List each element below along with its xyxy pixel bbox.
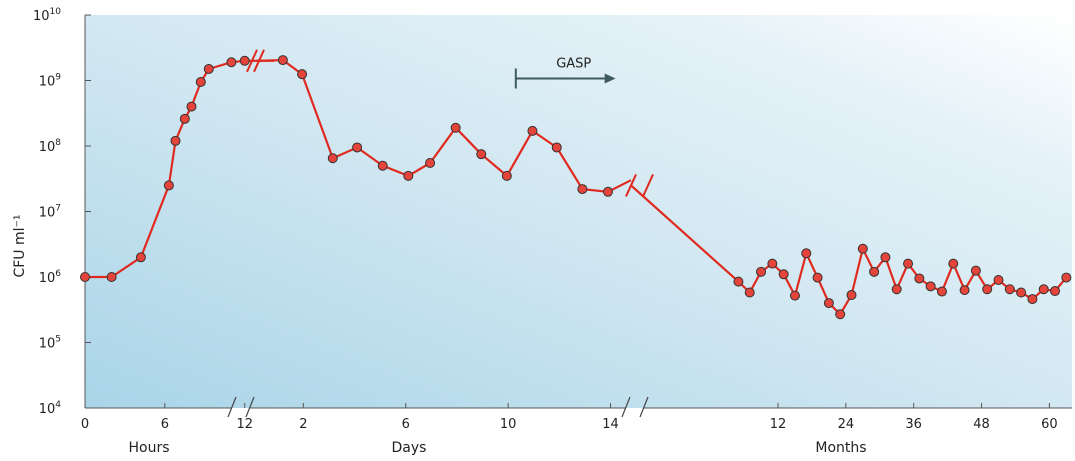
data-point (778, 269, 789, 280)
y-tick-label: 109 (39, 73, 62, 90)
x-tick-label: 12 (236, 417, 253, 432)
data-point (823, 298, 834, 309)
data-point (1027, 294, 1038, 305)
data-point (425, 158, 436, 169)
series-line-days (255, 59, 632, 193)
x-axis-break-mark (621, 396, 631, 418)
data-point (226, 57, 237, 68)
gasp-annotation: GASP (514, 57, 616, 89)
y-tick-labels: 104 105 106 107 108 109 1010 (33, 7, 61, 417)
data-point (186, 101, 197, 112)
y-tick-label: 105 (39, 335, 61, 352)
gasp-arrow-head (604, 73, 616, 84)
x-group-label-days: Days (392, 440, 427, 456)
x-tick-label: 14 (602, 417, 619, 432)
data-point (914, 273, 925, 284)
data-point (993, 274, 1004, 285)
data-point (577, 184, 588, 195)
x-tick-label: 6 (161, 417, 169, 432)
x-tick-label: 6 (402, 417, 410, 432)
data-point (801, 248, 812, 259)
series-break-mark (625, 174, 637, 197)
data-point (203, 63, 214, 74)
data-points (80, 55, 1072, 320)
data-point (948, 258, 959, 269)
data-point (789, 290, 800, 301)
data-point (450, 122, 461, 133)
data-point (179, 113, 190, 124)
data-point (835, 309, 846, 320)
data-point (135, 252, 146, 263)
y-tick-label: 107 (39, 204, 61, 221)
x-group-label-hours: Hours (128, 440, 169, 456)
data-point (1038, 284, 1049, 295)
data-point (551, 142, 562, 153)
x-axis-break-mark (245, 396, 255, 418)
data-point (377, 160, 388, 171)
data-point (195, 76, 206, 87)
y-tick-label: 106 (39, 269, 62, 286)
data-point (925, 281, 936, 292)
axes (84, 14, 1072, 409)
data-point (352, 142, 363, 153)
data-point (163, 180, 174, 191)
series-break-mark (246, 49, 258, 73)
x-tick-labels: 0 6 12 2 6 10 14 12 24 36 48 60 (81, 417, 1058, 432)
data-point (846, 290, 857, 301)
data-point (1061, 272, 1072, 283)
series-break-mark (253, 49, 265, 73)
x-axis-break-mark (227, 396, 237, 418)
x-tick-label: 10 (500, 417, 517, 432)
data-point (170, 135, 181, 146)
data-point (880, 252, 891, 263)
data-point (297, 69, 308, 80)
data-point (869, 266, 880, 277)
data-point (501, 170, 512, 181)
x-tick-label: 60 (1041, 417, 1058, 432)
data-point (1004, 284, 1015, 295)
data-point (80, 272, 90, 282)
x-tick-label: 2 (299, 417, 307, 432)
data-point (403, 170, 414, 181)
data-point (936, 286, 947, 297)
x-tick-label: 12 (770, 417, 787, 432)
data-point (857, 243, 868, 254)
series-break-mark (642, 174, 654, 197)
data-point (476, 149, 487, 160)
data-point (327, 153, 338, 164)
axis-breaks (227, 396, 649, 418)
gasp-label: GASP (556, 57, 591, 72)
data-point (1050, 286, 1061, 297)
data-point (744, 287, 755, 298)
data-point (733, 276, 744, 287)
data-point (812, 272, 823, 283)
x-axis-break-mark (639, 396, 649, 418)
x-tick-label: 24 (838, 417, 855, 432)
data-point (602, 186, 613, 197)
data-point (106, 272, 117, 282)
data-point (239, 55, 250, 66)
data-point (903, 258, 914, 269)
y-tick-label: 1010 (33, 7, 61, 24)
data-point (277, 55, 288, 66)
data-point (767, 258, 778, 269)
data-point (1016, 287, 1027, 298)
plot-background (85, 15, 1072, 408)
y-axis-label: CFU ml⁻¹ (12, 214, 28, 277)
y-tick-label: 104 (39, 400, 62, 417)
data-point (891, 284, 902, 295)
data-point (959, 285, 970, 296)
data-point (527, 125, 538, 136)
x-tick-label: 0 (81, 417, 89, 432)
x-group-label-months: Months (815, 440, 866, 456)
x-tick-label: 48 (973, 417, 990, 432)
data-point (970, 265, 981, 276)
x-tick-label: 36 (905, 417, 922, 432)
data-point (756, 266, 767, 277)
data-point (982, 284, 993, 295)
y-tick-label: 108 (39, 138, 62, 155)
